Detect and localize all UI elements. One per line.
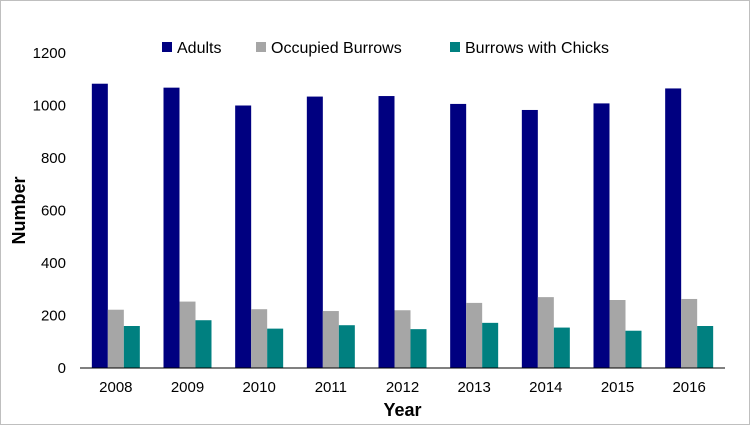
bar-adults-2010 <box>235 105 252 368</box>
bar-adults-2016 <box>665 88 682 368</box>
bar-occupied-burrows-2011 <box>322 311 339 368</box>
bar-occupied-burrows-2016 <box>681 298 698 368</box>
bar-burrows-with-chicks-2010 <box>267 328 284 368</box>
bar-burrows-with-chicks-2009 <box>195 320 212 368</box>
legend-swatch-adults <box>162 42 172 52</box>
x-axis-title: Year <box>383 400 421 420</box>
bar-adults-2014 <box>521 109 538 369</box>
y-tick-label: 200 <box>41 308 66 325</box>
bar-adults-2012 <box>378 96 395 369</box>
y-tick-label: 0 <box>58 360 66 377</box>
legend-swatch-occupied-burrows <box>256 42 266 52</box>
y-tick-label: 1200 <box>33 45 66 62</box>
bar-burrows-with-chicks-2015 <box>625 330 642 368</box>
y-tick-label: 600 <box>41 203 66 220</box>
bar-adults-2009 <box>163 87 180 369</box>
bar-adults-2013 <box>450 103 467 369</box>
y-tick-label: 800 <box>41 150 66 167</box>
y-axis-ticks: 0 200 400 600 800 1000 1200 <box>33 45 66 377</box>
y-tick-label: 1000 <box>33 98 66 115</box>
x-axis-ticks: 2008 2009 2010 2011 2012 2013 2014 2015 2016 <box>99 379 706 396</box>
bar-burrows-with-chicks-2016 <box>697 326 714 368</box>
bars <box>91 83 714 369</box>
bar-occupied-burrows-2015 <box>609 300 626 368</box>
bar-adults-2008 <box>91 83 108 369</box>
legend-label: Burrows with Chicks <box>465 40 609 57</box>
bar-burrows-with-chicks-2013 <box>482 322 499 368</box>
bar-occupied-burrows-2010 <box>251 309 268 368</box>
bar-adults-2011 <box>306 96 323 368</box>
x-tick-label: 2009 <box>171 379 204 396</box>
x-tick-label: 2013 <box>457 379 490 396</box>
legend-label: Adults <box>177 40 221 57</box>
x-tick-label: 2008 <box>99 379 132 396</box>
bar-occupied-burrows-2009 <box>179 301 196 368</box>
bar-burrows-with-chicks-2014 <box>553 327 570 368</box>
x-tick-label: 2010 <box>242 379 275 396</box>
bar-occupied-burrows-2008 <box>107 309 124 368</box>
bar-occupied-burrows-2012 <box>394 310 411 368</box>
legend-swatch-burrows-with-chicks <box>450 42 460 52</box>
legend-label: Occupied Burrows <box>271 40 402 57</box>
x-tick-label: 2012 <box>386 379 419 396</box>
x-tick-label: 2016 <box>672 379 705 396</box>
bar-burrows-with-chicks-2011 <box>338 325 355 368</box>
bar-adults-2015 <box>593 103 610 369</box>
x-tick-label: 2015 <box>601 379 634 396</box>
y-tick-label: 400 <box>41 255 66 272</box>
x-tick-label: 2011 <box>315 379 347 396</box>
y-axis-title: Number <box>9 176 29 244</box>
legend: Adults Occupied Burrows Burrows with Chick… <box>162 40 609 57</box>
bar-occupied-burrows-2014 <box>537 297 554 368</box>
x-tick-label: 2014 <box>529 379 562 396</box>
bar-burrows-with-chicks-2008 <box>123 326 140 368</box>
bar-occupied-burrows-2013 <box>466 302 483 368</box>
bar-burrows-with-chicks-2012 <box>410 329 427 368</box>
